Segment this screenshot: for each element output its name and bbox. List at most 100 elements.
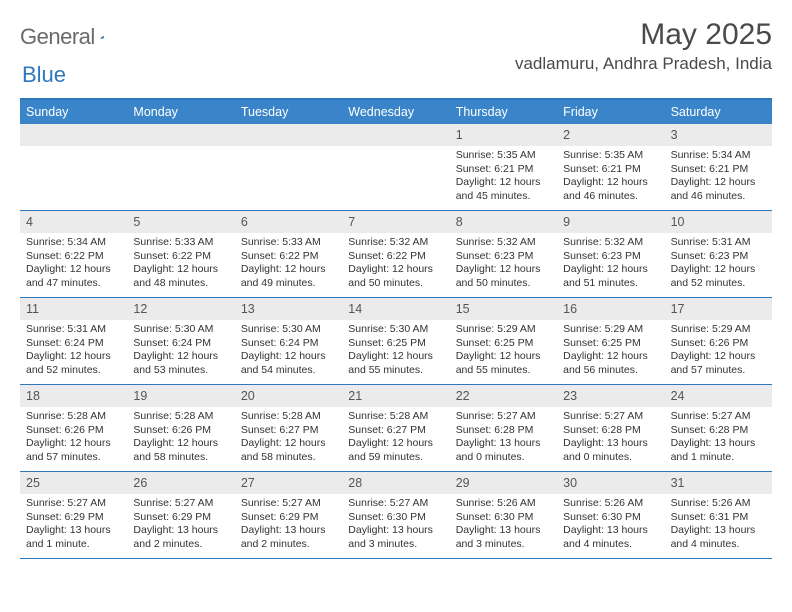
daylight-text: Daylight: 13 hours and 0 minutes. bbox=[456, 437, 551, 464]
brand-part1: General bbox=[20, 24, 95, 50]
sunset-text: Sunset: 6:23 PM bbox=[456, 250, 551, 264]
weekday-label: Sunday bbox=[20, 100, 127, 124]
weekday-label: Saturday bbox=[665, 100, 772, 124]
sunrise-text: Sunrise: 5:27 AM bbox=[671, 410, 766, 424]
day-number: 15 bbox=[456, 302, 470, 316]
weeks-container: 1Sunrise: 5:35 AMSunset: 6:21 PMDaylight… bbox=[20, 124, 772, 559]
brand-logo: General bbox=[20, 18, 124, 50]
weekday-label: Wednesday bbox=[342, 100, 449, 124]
calendar-cell: 18Sunrise: 5:28 AMSunset: 6:26 PMDayligh… bbox=[20, 385, 127, 471]
day-number: 1 bbox=[456, 128, 463, 142]
sunset-text: Sunset: 6:27 PM bbox=[241, 424, 336, 438]
sunrise-text: Sunrise: 5:33 AM bbox=[133, 236, 228, 250]
sunrise-text: Sunrise: 5:29 AM bbox=[671, 323, 766, 337]
calendar-week: 1Sunrise: 5:35 AMSunset: 6:21 PMDaylight… bbox=[20, 124, 772, 211]
calendar-cell: 17 Sunrise: 5:29 AMSunset: 6:26 PMDayligh… bbox=[665, 298, 772, 384]
day-info: Sunrise: 5:30 AMSunset: 6:25 PMDaylight:… bbox=[346, 323, 445, 378]
day-number-row: 15 bbox=[450, 298, 557, 320]
sunset-text: Sunset: 6:22 PM bbox=[348, 250, 443, 264]
day-number: 18 bbox=[26, 389, 40, 403]
day-info: Sunrise: 5:26 AMSunset: 6:30 PMDaylight:… bbox=[561, 497, 660, 552]
day-info: Sunrise: 5:28 AMSunset: 6:27 PMDaylight:… bbox=[346, 410, 445, 465]
day-number-row: 10 bbox=[665, 211, 772, 233]
day-number: 8 bbox=[456, 215, 463, 229]
calendar-cell: 12Sunrise: 5:30 AMSunset: 6:24 PMDayligh… bbox=[127, 298, 234, 384]
day-number-row: 9 bbox=[557, 211, 664, 233]
calendar-cell bbox=[342, 124, 449, 210]
weekday-label: Thursday bbox=[450, 100, 557, 124]
calendar-week: 25Sunrise: 5:27 AMSunset: 6:29 PMDayligh… bbox=[20, 472, 772, 559]
sunrise-text: Sunrise: 5:32 AM bbox=[348, 236, 443, 250]
calendar-cell: 2Sunrise: 5:35 AMSunset: 6:21 PMDaylight… bbox=[557, 124, 664, 210]
sunset-text: Sunset: 6:29 PM bbox=[133, 511, 228, 525]
day-number-row: 27 bbox=[235, 472, 342, 494]
sunrise-text: Sunrise: 5:29 AM bbox=[563, 323, 658, 337]
day-number-row: 31 bbox=[665, 472, 772, 494]
sunset-text: Sunset: 6:25 PM bbox=[456, 337, 551, 351]
calendar-cell: 9Sunrise: 5:32 AMSunset: 6:23 PMDaylight… bbox=[557, 211, 664, 297]
calendar-cell: 4Sunrise: 5:34 AMSunset: 6:22 PMDaylight… bbox=[20, 211, 127, 297]
calendar-cell: 6Sunrise: 5:33 AMSunset: 6:22 PMDaylight… bbox=[235, 211, 342, 297]
title-block: May 2025 vadlamuru, Andhra Pradesh, Indi… bbox=[515, 18, 772, 74]
day-info: Sunrise: 5:27 AMSunset: 6:29 PMDaylight:… bbox=[131, 497, 230, 552]
sunrise-text: Sunrise: 5:27 AM bbox=[133, 497, 228, 511]
day-number-row: 19 bbox=[127, 385, 234, 407]
day-number: 14 bbox=[348, 302, 362, 316]
daylight-text: Daylight: 12 hours and 52 minutes. bbox=[671, 263, 766, 290]
day-number-row: 30 bbox=[557, 472, 664, 494]
calendar-cell: 28Sunrise: 5:27 AMSunset: 6:30 PMDayligh… bbox=[342, 472, 449, 558]
day-number-row: 6 bbox=[235, 211, 342, 233]
sunrise-text: Sunrise: 5:34 AM bbox=[26, 236, 121, 250]
day-info: Sunrise: 5:29 AMSunset: 6:26 PMDaylight:… bbox=[669, 323, 768, 378]
daylight-text: Daylight: 12 hours and 46 minutes. bbox=[563, 176, 658, 203]
day-number: 31 bbox=[671, 476, 685, 490]
sunset-text: Sunset: 6:23 PM bbox=[671, 250, 766, 264]
day-number: 13 bbox=[241, 302, 255, 316]
day-number: 25 bbox=[26, 476, 40, 490]
calendar-cell: 14 Sunrise: 5:30 AMSunset: 6:25 PMDayligh… bbox=[342, 298, 449, 384]
daylight-text: Daylight: 13 hours and 0 minutes. bbox=[563, 437, 658, 464]
day-number-row: 17 bbox=[665, 298, 772, 320]
day-info: Sunrise: 5:33 AMSunset: 6:22 PMDaylight:… bbox=[131, 236, 230, 291]
sunrise-text: Sunrise: 5:34 AM bbox=[671, 149, 766, 163]
daylight-text: Daylight: 12 hours and 50 minutes. bbox=[456, 263, 551, 290]
calendar-cell: 25 Sunrise: 5:27 AMSunset: 6:29 PMDayligh… bbox=[20, 472, 127, 558]
day-info: Sunrise: 5:32 AMSunset: 6:22 PMDaylight:… bbox=[346, 236, 445, 291]
day-number: 5 bbox=[133, 215, 140, 229]
daylight-text: Daylight: 12 hours and 46 minutes. bbox=[671, 176, 766, 203]
day-info: Sunrise: 5:30 AMSunset: 6:24 PMDaylight:… bbox=[239, 323, 338, 378]
day-number-row: 12 bbox=[127, 298, 234, 320]
day-number: 26 bbox=[133, 476, 147, 490]
day-info: Sunrise: 5:27 AMSunset: 6:29 PMDaylight:… bbox=[24, 497, 123, 552]
day-number-row: 13 bbox=[235, 298, 342, 320]
day-number-row: 7 bbox=[342, 211, 449, 233]
day-number-row: 24 bbox=[665, 385, 772, 407]
day-number: 17 bbox=[671, 302, 685, 316]
day-number: 2 bbox=[563, 128, 570, 142]
sunrise-text: Sunrise: 5:33 AM bbox=[241, 236, 336, 250]
sunset-text: Sunset: 6:30 PM bbox=[563, 511, 658, 525]
day-info: Sunrise: 5:26 AMSunset: 6:30 PMDaylight:… bbox=[454, 497, 553, 552]
sunset-text: Sunset: 6:28 PM bbox=[456, 424, 551, 438]
sunset-text: Sunset: 6:25 PM bbox=[563, 337, 658, 351]
location-label: vadlamuru, Andhra Pradesh, India bbox=[515, 54, 772, 74]
daylight-text: Daylight: 13 hours and 3 minutes. bbox=[456, 524, 551, 551]
sunset-text: Sunset: 6:30 PM bbox=[456, 511, 551, 525]
sunrise-text: Sunrise: 5:27 AM bbox=[563, 410, 658, 424]
calendar-cell: 1Sunrise: 5:35 AMSunset: 6:21 PMDaylight… bbox=[450, 124, 557, 210]
day-info: Sunrise: 5:29 AMSunset: 6:25 PMDaylight:… bbox=[454, 323, 553, 378]
daylight-text: Daylight: 12 hours and 54 minutes. bbox=[241, 350, 336, 377]
day-number: 7 bbox=[348, 215, 355, 229]
day-number: 23 bbox=[563, 389, 577, 403]
day-number-row: 2 bbox=[557, 124, 664, 146]
calendar-cell: 5 Sunrise: 5:33 AMSunset: 6:22 PMDaylight… bbox=[127, 211, 234, 297]
day-number-row: 14 bbox=[342, 298, 449, 320]
calendar-cell: 29 Sunrise: 5:26 AMSunset: 6:30 PMDayligh… bbox=[450, 472, 557, 558]
sunset-text: Sunset: 6:29 PM bbox=[26, 511, 121, 525]
daylight-text: Daylight: 12 hours and 47 minutes. bbox=[26, 263, 121, 290]
day-number-row: 16 bbox=[557, 298, 664, 320]
daylight-text: Daylight: 13 hours and 1 minute. bbox=[671, 437, 766, 464]
day-number: 12 bbox=[133, 302, 147, 316]
day-number: 29 bbox=[456, 476, 470, 490]
month-title: May 2025 bbox=[515, 18, 772, 52]
